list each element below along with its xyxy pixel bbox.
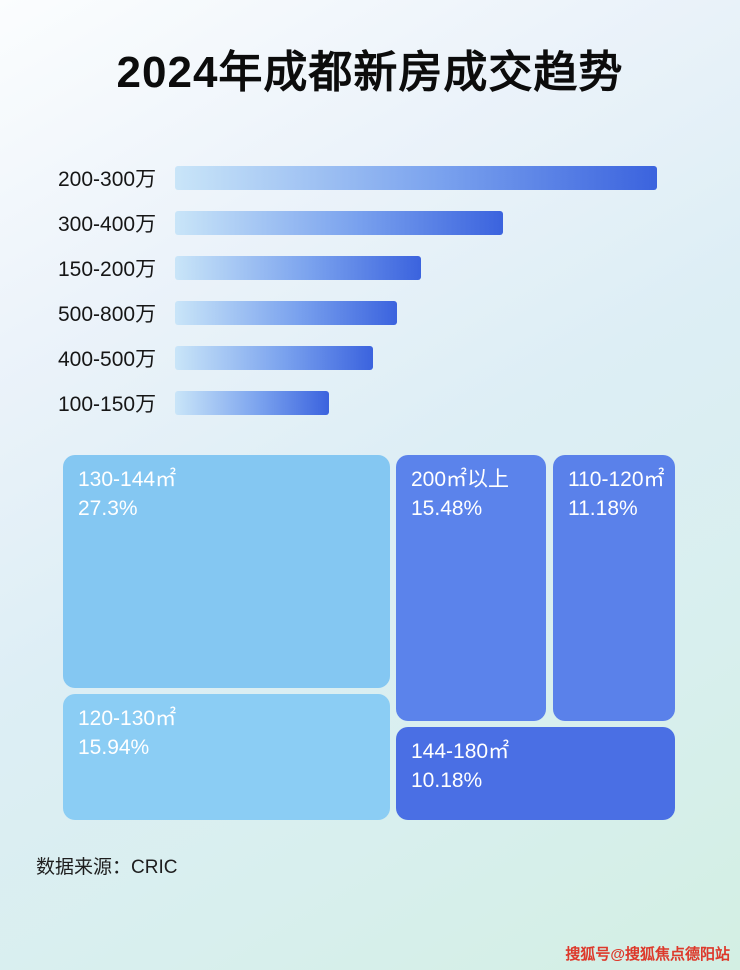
bar-label: 100-150万	[58, 393, 157, 416]
treemap-block-value: 11.18%	[568, 497, 638, 521]
bar-row: 200-300万	[58, 166, 740, 191]
treemap-block-value: 27.3%	[78, 497, 138, 521]
bar-label: 500-800万	[58, 303, 157, 326]
watermark: 搜狐号@搜狐焦点德阳站	[565, 946, 730, 963]
data-source-note: 数据来源：CRIC	[36, 857, 178, 878]
bar-label: 150-200万	[58, 258, 157, 281]
bar	[175, 211, 503, 235]
bar	[175, 391, 330, 415]
treemap-block-value: 15.94%	[78, 736, 150, 760]
bar-track	[175, 211, 657, 235]
treemap-block-label: 120-130㎡	[78, 707, 177, 730]
bar-row: 400-500万	[58, 346, 740, 371]
bar-track	[175, 166, 657, 190]
bar-row: 150-200万	[58, 256, 740, 281]
bar-row: 300-400万	[58, 211, 740, 236]
bar	[175, 166, 657, 190]
bar	[175, 301, 397, 325]
page-title: 2024年成都新房成交趋势	[116, 48, 624, 97]
bar-track	[175, 256, 657, 280]
bar-row: 500-800万	[58, 301, 740, 326]
treemap-block-130-144: 130-144㎡ 27.3%	[63, 455, 390, 688]
area-size-treemap: 130-144㎡ 27.3% 200㎡以上 15.48% 110-120㎡ 11…	[63, 455, 675, 820]
bar-row: 100-150万	[58, 391, 740, 416]
treemap-block-value: 15.48%	[411, 497, 483, 521]
bar	[175, 256, 421, 280]
treemap-block-144-180: 144-180㎡ 10.18%	[396, 727, 675, 820]
price-range-bar-chart: 200-300万 300-400万 150-200万 500-800万 400-…	[0, 166, 740, 416]
treemap-block-label: 110-120㎡	[568, 468, 665, 491]
bar-track	[175, 391, 657, 415]
bar-track	[175, 301, 657, 325]
bar-label: 300-400万	[58, 213, 157, 236]
bar-label: 400-500万	[58, 348, 157, 371]
treemap-block-200-plus: 200㎡以上 15.48%	[396, 455, 546, 721]
treemap-block-label: 130-144㎡	[78, 468, 177, 491]
treemap-block-label: 200㎡以上	[411, 468, 510, 491]
bar	[175, 346, 373, 370]
treemap-block-120-130: 120-130㎡ 15.94%	[63, 694, 390, 820]
treemap-block-label: 144-180㎡	[411, 740, 510, 763]
treemap-block-110-120: 110-120㎡ 11.18%	[553, 455, 675, 721]
bar-label: 200-300万	[58, 168, 157, 191]
bar-track	[175, 346, 657, 370]
treemap-block-value: 10.18%	[411, 769, 483, 793]
